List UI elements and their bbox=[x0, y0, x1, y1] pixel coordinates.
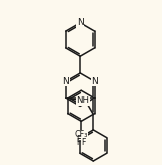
Text: CF₃: CF₃ bbox=[75, 131, 88, 139]
Text: F: F bbox=[81, 138, 85, 147]
Text: N: N bbox=[77, 18, 84, 27]
Text: F: F bbox=[77, 135, 81, 144]
Text: N: N bbox=[91, 77, 98, 86]
Text: NH: NH bbox=[76, 96, 89, 105]
Text: N: N bbox=[62, 77, 69, 86]
Text: F: F bbox=[77, 138, 81, 147]
